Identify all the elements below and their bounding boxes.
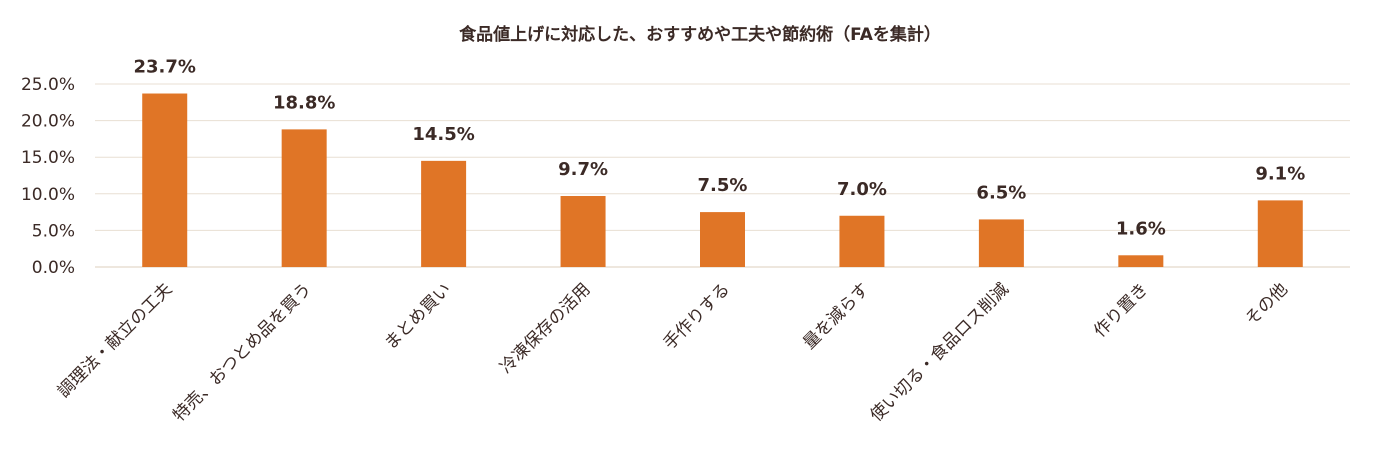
bars <box>142 93 1303 268</box>
bar <box>839 215 885 267</box>
bar <box>421 160 467 267</box>
x-tick-label: 使い切る・食品ロス削減 <box>866 279 1013 426</box>
bar <box>978 219 1024 267</box>
chart-title: 食品値上げに対応した、おすすめや工夫や節約術（FAを集計） <box>459 24 941 45</box>
x-tick-label: その他 <box>1242 279 1292 329</box>
data-label: 9.1% <box>1255 163 1305 184</box>
bar <box>142 93 188 268</box>
x-tick-label: 手作りする <box>660 279 734 353</box>
bar <box>1118 255 1164 267</box>
x-tick-label: 調理法・献立の工夫 <box>54 279 176 401</box>
x-tick-label: 量を減らす <box>799 279 873 353</box>
x-tick-label: 作り置き <box>1090 279 1152 341</box>
y-tick-label: 10.0% <box>21 185 75 205</box>
data-label: 7.0% <box>837 179 887 200</box>
data-label: 14.5% <box>412 124 474 145</box>
data-label: 6.5% <box>976 182 1026 203</box>
data-label: 18.8% <box>273 92 335 113</box>
bar <box>700 212 745 267</box>
data-label: 1.6% <box>1116 218 1166 239</box>
x-tick-label: 特売、おつとめ品を買う <box>169 279 315 425</box>
y-tick-label: 15.0% <box>21 148 75 168</box>
bar <box>1257 200 1303 267</box>
y-tick-label: 0.0% <box>32 258 75 278</box>
data-label: 23.7% <box>133 57 195 78</box>
y-tick-label: 20.0% <box>21 112 75 132</box>
x-tick-label: 冷凍保存の活用 <box>496 279 594 377</box>
x-tick-label: まとめ買い <box>381 279 455 353</box>
data-label: 7.5% <box>698 175 748 196</box>
y-tick-label: 25.0% <box>21 75 75 95</box>
y-tick-label: 5.0% <box>32 221 75 241</box>
bar <box>560 195 606 267</box>
bar <box>281 129 327 267</box>
data-label: 9.7% <box>558 159 608 180</box>
y-axis-ticks: 0.0% 5.0% 10.0% 15.0% 20.0% 25.0% <box>21 75 75 278</box>
data-labels: 23.7% 18.8% 14.5% 9.7% 7.5% 7.0% 6.5% 1.6% 9.1% <box>133 57 1305 240</box>
